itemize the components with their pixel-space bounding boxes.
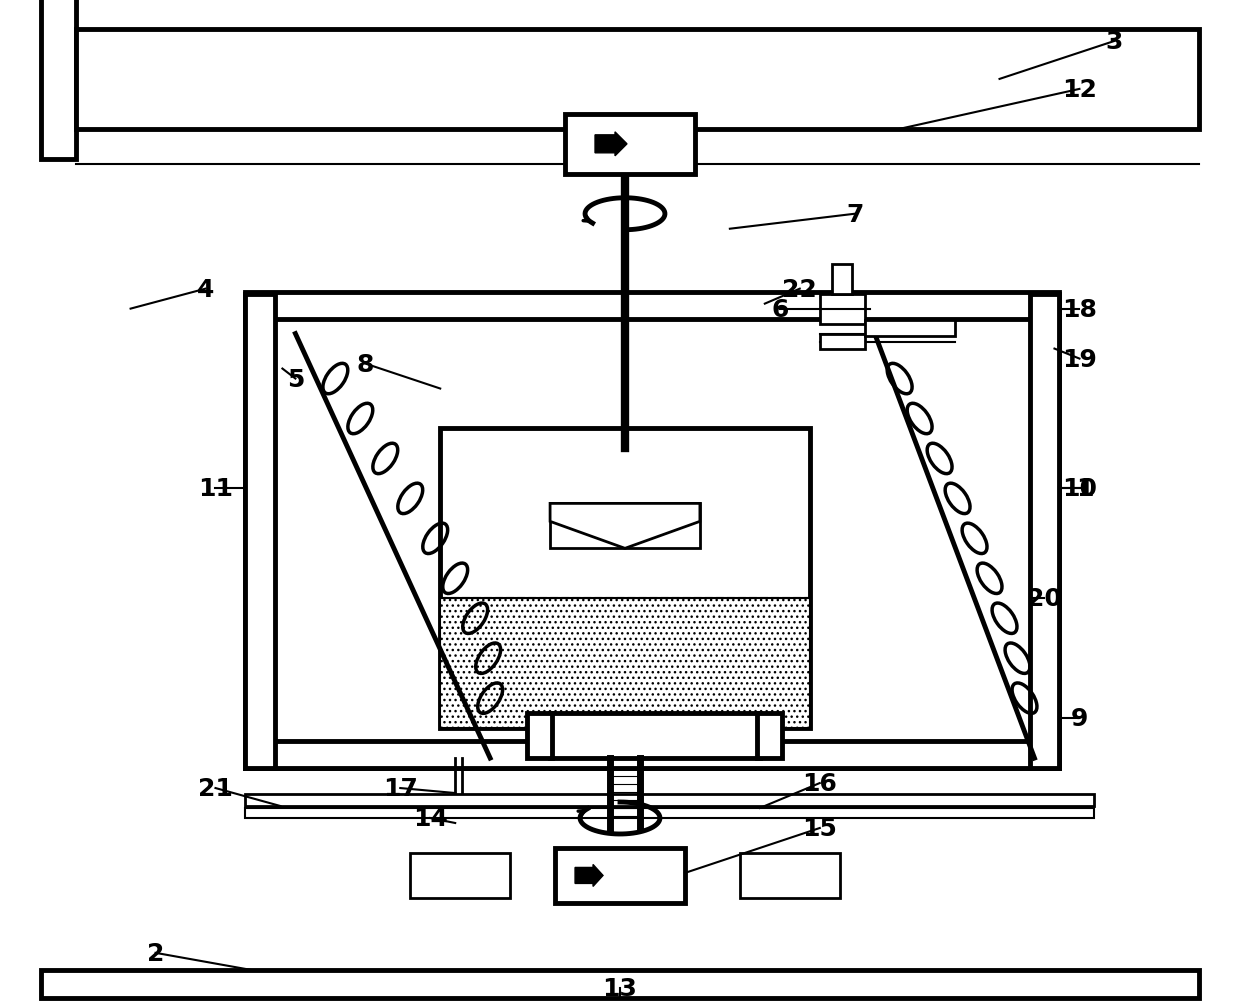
Bar <box>76 30 1199 129</box>
Bar <box>246 741 1059 768</box>
Text: 17: 17 <box>383 776 418 800</box>
Bar <box>246 292 1059 319</box>
Bar <box>1029 294 1059 768</box>
Text: 18: 18 <box>1061 297 1097 321</box>
Text: 12: 12 <box>1061 78 1097 101</box>
Text: 5: 5 <box>286 367 304 391</box>
Bar <box>551 713 760 758</box>
Bar <box>832 265 852 294</box>
Bar <box>756 713 781 758</box>
Bar <box>440 599 810 728</box>
Bar <box>565 114 694 175</box>
Text: 7: 7 <box>846 203 863 227</box>
Text: 10: 10 <box>1061 477 1097 500</box>
Bar <box>740 854 839 898</box>
Bar <box>246 292 1059 319</box>
Bar <box>410 854 510 898</box>
Bar <box>41 970 1199 998</box>
Bar <box>820 334 864 349</box>
Text: 1: 1 <box>1075 477 1094 500</box>
Bar <box>440 429 810 728</box>
Bar <box>246 294 1059 768</box>
Text: 3: 3 <box>1106 30 1123 54</box>
Polygon shape <box>551 504 699 549</box>
Bar <box>41 0 76 159</box>
Bar <box>756 713 781 758</box>
Bar <box>246 741 1059 768</box>
Bar <box>1029 294 1059 768</box>
Bar <box>556 849 684 903</box>
Text: 16: 16 <box>802 771 837 795</box>
Bar <box>527 713 552 758</box>
Text: 13: 13 <box>603 976 637 1000</box>
Text: 14: 14 <box>413 806 448 830</box>
Text: 15: 15 <box>802 816 837 841</box>
Text: 22: 22 <box>782 278 817 301</box>
FancyArrow shape <box>575 865 603 887</box>
Text: 21: 21 <box>198 776 233 800</box>
Bar <box>246 808 1095 818</box>
Bar <box>246 294 275 768</box>
FancyArrow shape <box>595 132 627 156</box>
Text: 4: 4 <box>197 278 215 301</box>
Bar <box>551 713 760 758</box>
Text: 20: 20 <box>1027 587 1061 611</box>
Text: 11: 11 <box>198 477 233 500</box>
Text: 19: 19 <box>1061 347 1097 371</box>
Text: 8: 8 <box>357 352 374 376</box>
Text: 2: 2 <box>146 941 164 965</box>
Bar <box>864 320 955 336</box>
Bar <box>820 294 864 324</box>
Text: 9: 9 <box>1071 706 1089 730</box>
Bar <box>527 713 552 758</box>
Text: 6: 6 <box>771 297 789 321</box>
Bar <box>246 794 1095 806</box>
Bar <box>246 294 275 768</box>
Bar <box>551 504 699 549</box>
